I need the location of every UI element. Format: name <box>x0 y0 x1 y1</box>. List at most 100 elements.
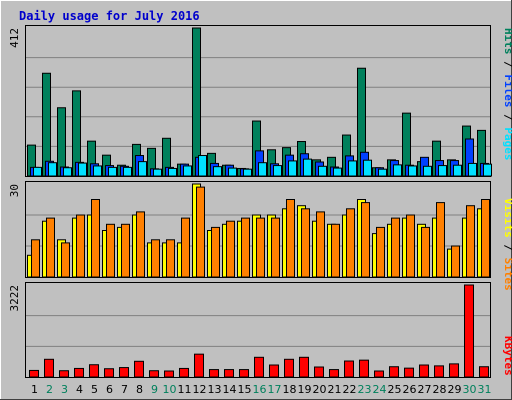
pages-bar <box>258 162 267 177</box>
legend-sites: Sites <box>502 258 512 291</box>
kbytes-bar <box>359 359 369 378</box>
bar-marks <box>27 27 492 378</box>
sites-bar <box>166 239 175 278</box>
kbytes-bar <box>104 368 114 378</box>
hits-axis-max-label: 412 <box>8 28 21 48</box>
sites-bar <box>331 223 340 278</box>
sites-bar <box>241 217 250 278</box>
day-label: 29 <box>448 383 462 396</box>
sites-bar <box>421 226 430 278</box>
day-label: 25 <box>388 383 402 396</box>
chart-title: Daily usage for July 2016 <box>19 9 200 23</box>
legend-separator: / <box>502 238 512 258</box>
pages-bar <box>213 166 222 177</box>
day-label: 31 <box>478 383 492 396</box>
day-label: 10 <box>163 383 177 396</box>
day-label: 8 <box>136 383 143 396</box>
day-label: 21 <box>328 383 342 396</box>
sites-bar <box>346 208 355 278</box>
kbytes-bar <box>209 369 219 378</box>
sites-bar <box>181 217 190 278</box>
sites-bar <box>316 211 325 278</box>
day-label: 28 <box>433 383 447 396</box>
sites-bar <box>31 239 40 278</box>
day-label: 17 <box>268 383 282 396</box>
kbytes-bar <box>29 369 39 378</box>
sites-bar <box>451 245 460 278</box>
kbytes-bar <box>374 370 384 378</box>
kbytes-bar <box>284 358 294 378</box>
pages-bar <box>363 159 372 177</box>
kbytes-bar <box>464 284 474 378</box>
kbytes-bar <box>434 365 444 378</box>
pages-bar <box>408 165 417 177</box>
kbytes-bar <box>344 360 354 378</box>
kbytes-bar <box>449 363 459 378</box>
legend-hits: Hits <box>502 28 512 55</box>
pages-bar <box>93 165 102 177</box>
pages-bar <box>123 166 132 177</box>
day-label: 13 <box>208 383 222 396</box>
sites-bar <box>196 186 205 278</box>
day-label: 20 <box>313 383 327 396</box>
pages-bar <box>138 161 147 177</box>
pages-bar <box>393 164 402 177</box>
kbytes-bar <box>419 364 429 378</box>
pages-bar <box>108 166 117 177</box>
day-labels: 1 2 3 4 5 6 7 8 9 10 11 12 13 14 15 16 17 18 19 20 21 22 23 24 2… <box>31 383 492 396</box>
legend-files: Files <box>502 74 512 107</box>
kbytes-panel-legend: KBytes <box>502 336 512 376</box>
sites-bar <box>301 208 310 278</box>
legend-pages: Pages <box>502 127 512 160</box>
sites-bar <box>391 217 400 278</box>
sites-bar <box>211 226 220 278</box>
day-label: 19 <box>298 383 312 396</box>
kbytes-axis-max-label: 3222 <box>8 285 21 312</box>
kbytes-bar <box>254 356 264 378</box>
visits-panel-legend: Visits / Sites <box>502 198 512 291</box>
pages-bar <box>468 162 477 177</box>
sites-bar <box>376 226 385 278</box>
kbytes-bar <box>224 369 234 378</box>
pages-bar <box>183 165 192 177</box>
hits-bar <box>57 107 66 177</box>
hits-panel-legend: Hits / Files / Pages <box>502 28 512 161</box>
legend-separator: / <box>502 108 512 128</box>
pages-bar <box>243 168 252 177</box>
pages-bar <box>78 162 87 177</box>
day-label: 15 <box>238 383 252 396</box>
kbytes-bar <box>299 356 309 378</box>
kbytes-bar <box>239 369 249 378</box>
kbytes-bar <box>329 369 339 378</box>
pages-bar <box>333 167 342 177</box>
sites-bar <box>361 202 370 278</box>
day-label: 26 <box>403 383 417 396</box>
hits-bar <box>42 72 51 177</box>
hits-bar <box>192 27 201 177</box>
day-label: 23 <box>358 383 372 396</box>
day-label: 5 <box>91 383 98 396</box>
pages-bar <box>48 162 57 177</box>
pages-bar <box>273 165 282 177</box>
sites-bar <box>121 223 130 278</box>
sites-bar <box>286 199 295 278</box>
sites-bar <box>76 214 85 278</box>
pages-bar <box>483 163 492 177</box>
sites-bar <box>136 211 145 278</box>
sites-bar <box>61 242 70 278</box>
day-label: 1 <box>31 383 38 396</box>
day-label: 24 <box>373 383 387 396</box>
day-label: 30 <box>463 383 477 396</box>
kbytes-bar <box>74 367 84 378</box>
pages-bar <box>228 167 237 177</box>
sites-bar <box>481 199 490 278</box>
legend-visits: Visits <box>502 198 512 238</box>
pages-bar <box>318 165 327 177</box>
kbytes-bar <box>44 358 54 378</box>
day-label: 14 <box>223 383 237 396</box>
kbytes-bar <box>164 370 174 378</box>
kbytes-bar <box>134 360 144 378</box>
sites-bar <box>406 214 415 278</box>
kbytes-bar <box>119 367 129 378</box>
